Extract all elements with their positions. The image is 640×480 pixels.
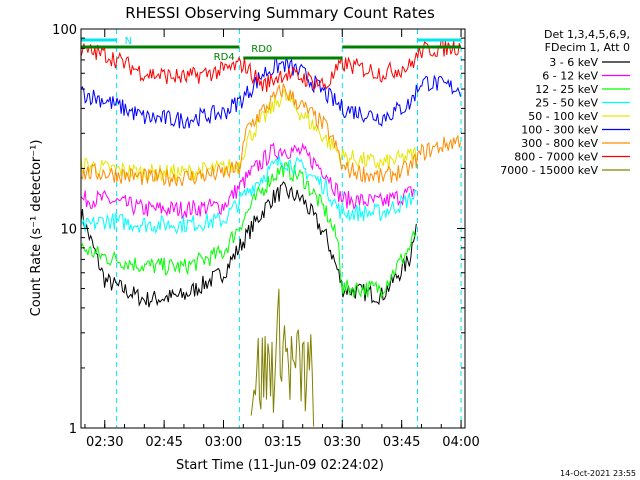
- y-tick-label: 100: [52, 23, 77, 38]
- y-tick-label: 10: [60, 223, 77, 238]
- x-tick-label: 03:45: [383, 435, 420, 450]
- legend-label: 800 - 7000 keV: [514, 151, 598, 164]
- annotation-n: N: [125, 36, 132, 47]
- x-tick-label: 02:45: [145, 435, 182, 450]
- annotation-rd4: RD4: [214, 52, 235, 63]
- series-line-1: [81, 142, 417, 220]
- series-line-0: [81, 181, 417, 308]
- x-tick-label: 03:30: [324, 435, 361, 450]
- legend-label: 3 - 6 keV: [549, 56, 598, 69]
- legend-label: 12 - 25 keV: [535, 83, 598, 96]
- x-tick-label: 03:00: [205, 435, 242, 450]
- x-axis-label: Start Time (11-Jun-09 02:24:02): [176, 458, 384, 473]
- series-line-4: [81, 88, 417, 183]
- legend-header-line-2: FDecim 1, Att 0: [545, 41, 630, 54]
- series-line-2: [81, 161, 417, 300]
- y-axis-label: Count Rate (s⁻¹ detector⁻¹): [29, 140, 44, 317]
- legend-label: 25 - 50 keV: [535, 97, 598, 110]
- x-tick-label: 04:00: [442, 435, 479, 450]
- legend-label: 50 - 100 keV: [528, 110, 598, 123]
- series-line-7: [81, 39, 462, 93]
- legend-label: 100 - 300 keV: [521, 124, 598, 137]
- legend-label: 7000 - 15000 keV: [500, 164, 598, 177]
- legend-header-line-1: Det 1,3,4,5,6,9,: [544, 28, 630, 41]
- x-tick-label: 02:30: [86, 435, 123, 450]
- timestamp: 14-Oct-2021 23:55: [560, 469, 636, 478]
- legend-label: 300 - 800 keV: [521, 137, 598, 150]
- annotation-rd0: RD0: [251, 44, 272, 55]
- plot-area: [81, 29, 462, 428]
- series-line-6: [81, 83, 462, 187]
- x-tick-label: 03:15: [264, 435, 301, 450]
- axes: N RD4 RD0 02:30 02:45 03:00 03:15 03:30 03:45 04:…: [52, 23, 480, 450]
- series-line-3: [81, 155, 417, 235]
- chart-title: RHESSI Observing Summary Count Rates: [125, 4, 435, 22]
- series-line-8: [250, 288, 315, 427]
- y-tick-label: 1: [69, 422, 77, 437]
- legend-label: 6 - 12 keV: [542, 70, 598, 83]
